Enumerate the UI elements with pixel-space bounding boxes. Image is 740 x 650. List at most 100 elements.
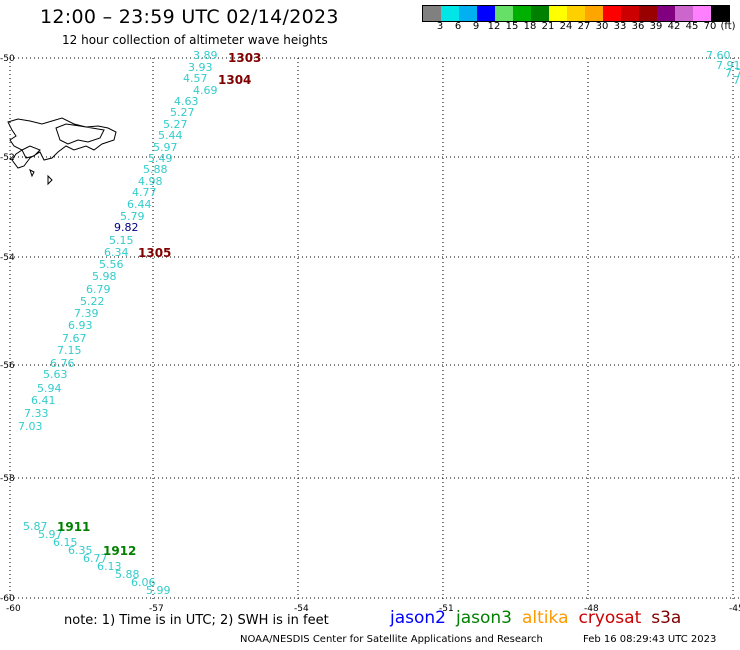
legend-label: 27: [577, 21, 591, 32]
legend-swatch: [459, 6, 477, 21]
latitude-label: -52: [0, 153, 15, 163]
pass-number-label: 1912: [103, 544, 136, 558]
pass-number-label: 1303: [228, 51, 261, 65]
latitude-label: -60: [0, 594, 15, 604]
wave-height-value: 6.34: [104, 246, 129, 259]
wave-height-value: 7.15: [57, 344, 82, 357]
legend-label: 6: [454, 21, 462, 32]
pass-number-label: 1304: [218, 73, 251, 87]
wave-height-value: 7.03: [18, 420, 43, 433]
longitude-label: -60: [6, 604, 21, 614]
wave-height-value: 6.77: [83, 552, 108, 565]
latitude-label: -50: [0, 54, 15, 64]
satellite-name: s3a: [651, 608, 682, 628]
legend-swatch: [495, 6, 513, 21]
longitude-label: -57: [149, 604, 164, 614]
wave-height-value: 5.88: [143, 163, 168, 176]
wave-height-value: 7.91: [716, 59, 740, 72]
legend-label: 33: [613, 21, 627, 32]
latitude-labels: -50 -52 -54 -56 -58 -60: [0, 54, 15, 604]
legend-swatch: [711, 6, 729, 21]
wave-height-value: 3.89: [193, 49, 218, 62]
wave-height-value: 6.76: [50, 357, 75, 370]
wave-height-value: 5.22: [80, 295, 105, 308]
wave-height-value: 6.06: [131, 576, 156, 589]
legend-swatch: [477, 6, 495, 21]
legend-label: 3: [436, 21, 444, 32]
legend-label: 70: [703, 21, 717, 32]
legend-label: 24: [559, 21, 573, 32]
footer-organization: NOAA/NESDIS Center for Satellite Applica…: [240, 634, 543, 645]
wave-height-value: 6.79: [86, 283, 111, 296]
wave-height-value: 5.15: [109, 234, 134, 247]
wave-height-value: 6.41: [31, 394, 56, 407]
footer-note: note: 1) Time is in UTC; 2) SWH is in fe…: [64, 613, 329, 628]
satellite-name: jason3: [456, 608, 512, 628]
wave-height-value: 7.33: [24, 407, 49, 420]
satellite-name: cryosat: [578, 608, 642, 628]
map-grid: [9, 57, 740, 600]
wave-height-value: 7.67: [62, 332, 87, 345]
legend-label: 36: [631, 21, 645, 32]
page-subtitle: 12 hour collection of altimeter wave hei…: [62, 33, 328, 47]
wave-height-value: 5.44: [158, 129, 183, 142]
longitude-label: -51: [439, 604, 454, 614]
satellite-name: altika: [522, 608, 569, 628]
wave-height-value: 5.87: [23, 520, 48, 533]
longitude-label: -48: [584, 604, 599, 614]
wave-height-value: 6.44: [127, 198, 152, 211]
legend-label: 42: [667, 21, 681, 32]
wave-height-value: 4.57: [183, 72, 208, 85]
wave-height-value: 5.88: [115, 568, 140, 581]
legend-swatch: [603, 6, 621, 21]
wave-height-value: 5.27: [163, 118, 188, 131]
wave-height-value: 6.93: [68, 319, 93, 332]
wave-height-value: 6.13: [97, 560, 122, 573]
wave-height-value: 5.63: [43, 368, 68, 381]
satellite-legend: jason2 jason3 altika cryosat s3a: [390, 608, 691, 628]
wave-height-value: 4.63: [174, 95, 199, 108]
wave-height-value: 5.56: [99, 258, 124, 271]
wave-height-value: 4.98: [138, 175, 163, 188]
wave-height-value: 7.7: [725, 67, 740, 80]
legend-swatch: [621, 6, 639, 21]
satellite-name: jason2: [390, 608, 446, 628]
footer-timestamp: Feb 16 08:29:43 UTC 2023: [583, 634, 717, 645]
longitude-label: -45: [729, 604, 740, 614]
latitude-label: -58: [0, 474, 15, 484]
legend-label: 15: [505, 21, 519, 32]
legend-swatch: [657, 6, 675, 21]
legend-swatch: [693, 6, 711, 21]
longitude-label: -54: [294, 604, 309, 614]
wave-height-value: 4.77: [132, 186, 157, 199]
wave-height-value: 3.93: [188, 61, 213, 74]
latitude-label: -54: [0, 253, 15, 263]
wave-height-value: 5.94: [37, 382, 62, 395]
legend-label: 21: [541, 21, 555, 32]
legend-swatch: [441, 6, 459, 21]
legend-swatch: [549, 6, 567, 21]
wave-height-value: 9.82: [114, 221, 139, 234]
pass-label-layer: 1303 1304 1305 1911 1912: [57, 51, 261, 558]
legend-swatch: [675, 6, 693, 21]
page-title: 12:00 – 23:59 UTC 02/14/2023: [40, 6, 339, 28]
latitude-label: -56: [0, 361, 15, 371]
wave-height-value: 7.39: [74, 307, 99, 320]
color-legend: [422, 5, 730, 22]
wave-height-value: 6.35: [68, 544, 93, 557]
wave-height-value: 7.60: [706, 49, 731, 62]
longitude-labels: -60 -57 -54 -51 -48 -45: [6, 604, 740, 614]
wave-height-value: 5.27: [170, 106, 195, 119]
legend-swatch: [531, 6, 549, 21]
wave-height-value: 5.97: [38, 528, 63, 541]
wave-height-value: 4.69: [193, 84, 218, 97]
wave-height-value: 5.49: [148, 152, 173, 165]
wave-height-value: 7: [733, 74, 740, 87]
falkland-islands-outline: [7, 117, 117, 186]
legend-swatch: [585, 6, 603, 21]
wave-height-value: 5.97: [153, 141, 178, 154]
observation-layer: 3.893.934.574.694.635.275.275.445.975.49…: [18, 49, 740, 597]
legend-label: 12: [487, 21, 501, 32]
legend-label: 45: [685, 21, 699, 32]
